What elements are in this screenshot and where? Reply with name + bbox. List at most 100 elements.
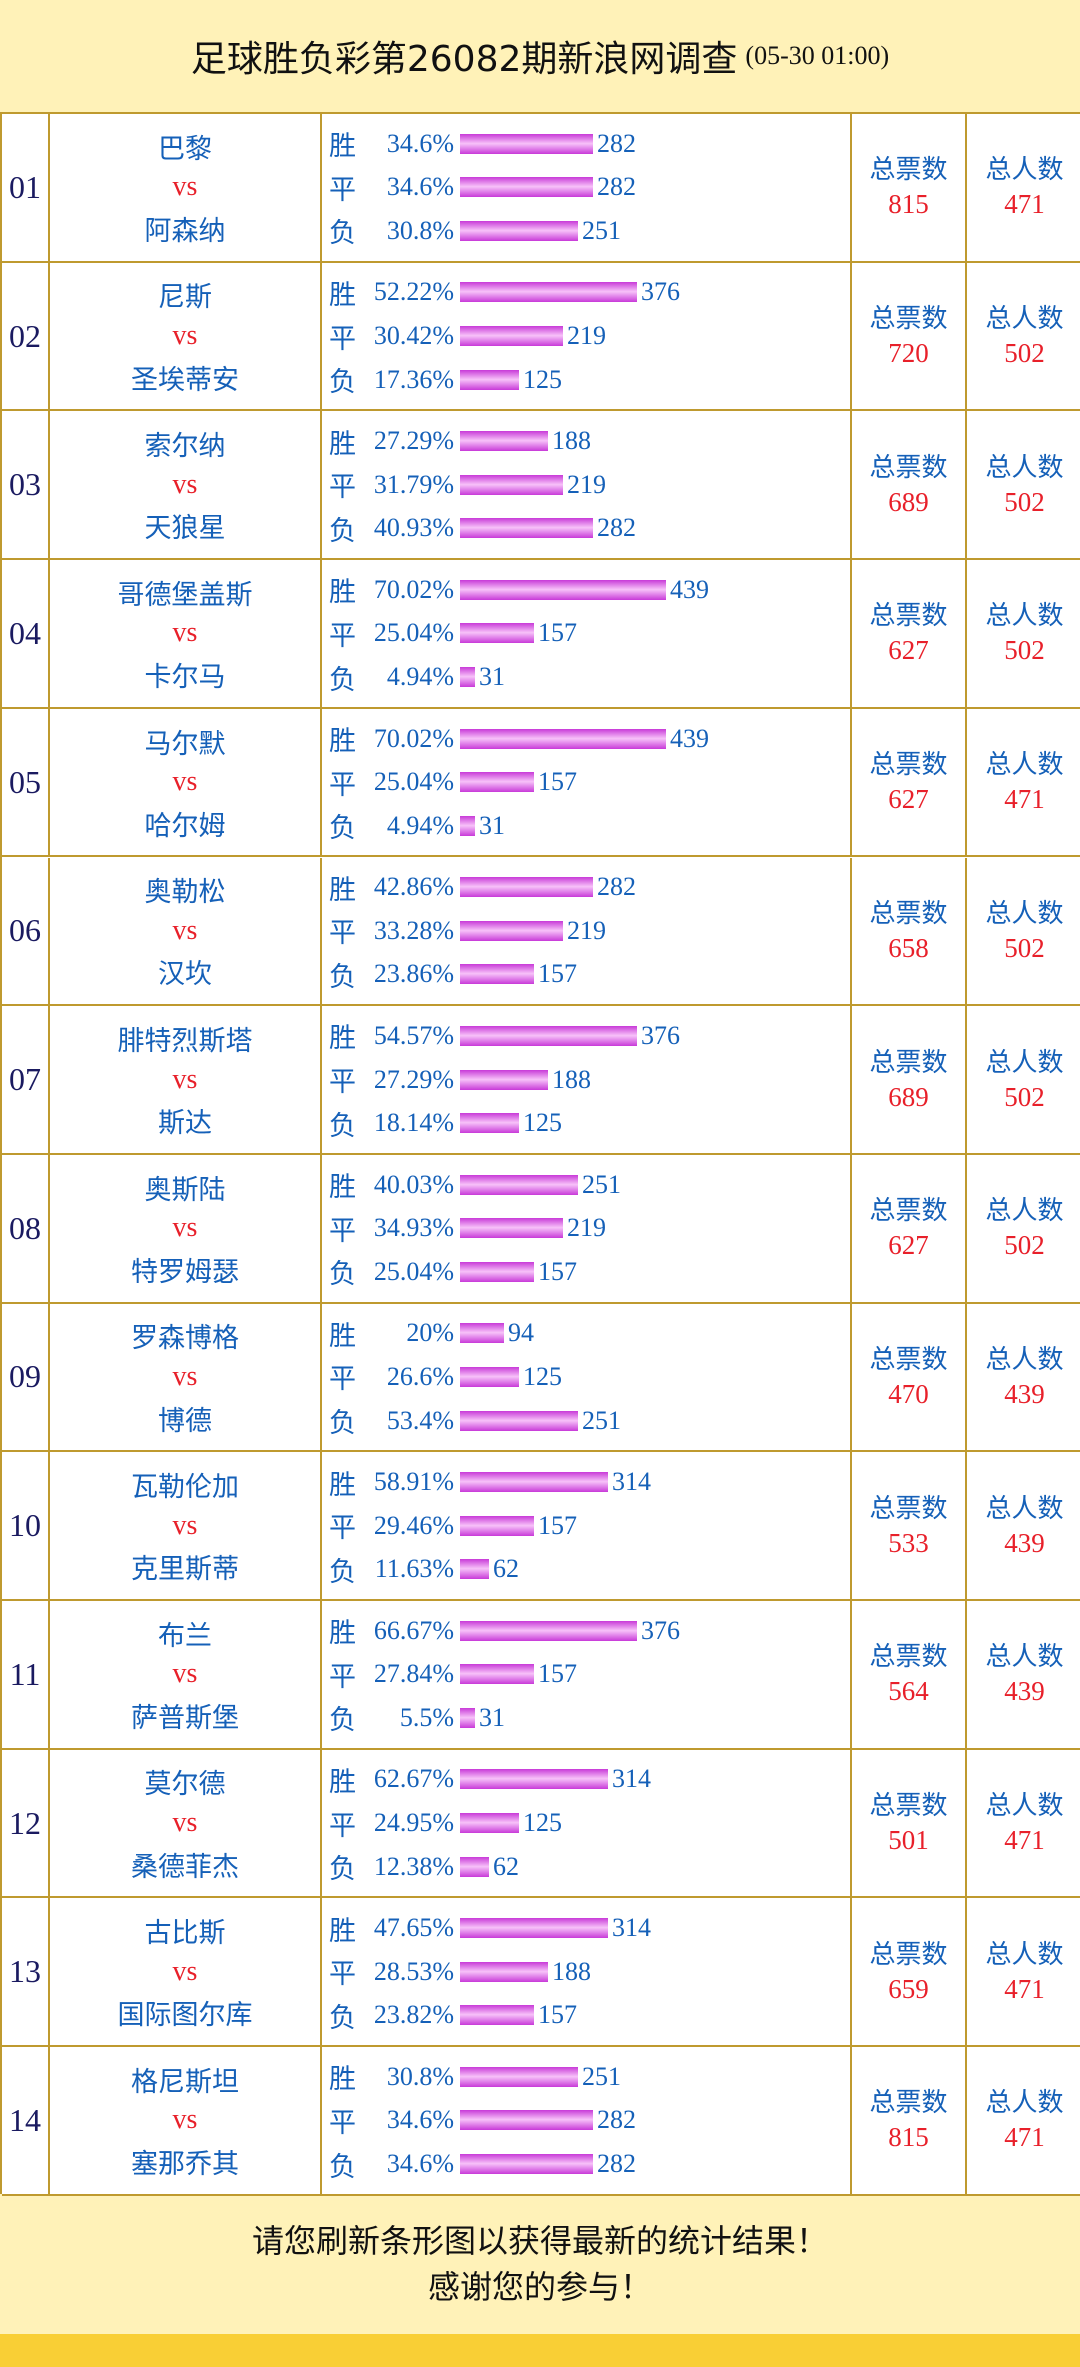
vote-bar <box>460 1813 519 1834</box>
bar-track <box>460 1261 534 1282</box>
total-people-label: 总人数 <box>985 1939 1064 1970</box>
match-row: 09 罗森博格 vs 博德 胜 20% 94 平 26.6% 125 负 53.4% 251 总票数 470… <box>2 1303 1080 1453</box>
match-row: 03 索尔纳 vs 天狼星 胜 27.29% 188 平 31.79% 219 负 40.93% 282… <box>2 411 1080 561</box>
total-votes: 总票数 658 <box>852 857 967 1005</box>
total-votes-value: 658 <box>888 932 929 963</box>
option-count: 376 <box>641 1615 680 1645</box>
option-draw: 平 25.04% 157 <box>322 762 850 802</box>
bar-track <box>460 815 475 836</box>
total-people-value: 502 <box>1004 635 1045 666</box>
away-team: 博德 <box>158 1405 212 1437</box>
option-count: 282 <box>597 872 636 902</box>
option-win: 胜 47.65% 314 <box>322 1908 850 1948</box>
option-label: 平 <box>329 1513 356 1545</box>
home-team: 巴黎 <box>158 133 212 165</box>
vote-bar <box>460 1664 534 1685</box>
option-label: 平 <box>329 1067 356 1099</box>
total-votes-label: 总票数 <box>869 452 948 483</box>
vote-bar <box>460 1366 519 1387</box>
option-win: 胜 54.57% 376 <box>322 1016 850 1056</box>
option-label: 胜 <box>329 577 356 609</box>
total-votes: 总票数 564 <box>852 1601 967 1748</box>
option-label: 平 <box>329 620 356 652</box>
total-votes: 总票数 659 <box>852 1898 967 2046</box>
option-label: 平 <box>329 2107 356 2139</box>
option-label: 平 <box>329 1959 356 1991</box>
bar-track <box>460 518 593 539</box>
option-count: 125 <box>523 364 562 394</box>
vote-bar <box>460 815 475 836</box>
option-lose: 负 11.63% 62 <box>322 1549 850 1589</box>
option-label: 负 <box>329 1259 356 1291</box>
total-votes-label: 总票数 <box>869 304 948 335</box>
vote-options: 胜 34.6% 282 平 34.6% 282 负 30.8% 251 <box>322 114 852 261</box>
vote-bar <box>460 1410 578 1431</box>
option-label: 平 <box>329 1810 356 1842</box>
match-teams: 腓特烈斯塔 vs 斯达 <box>50 1006 322 1153</box>
total-people: 总人数 471 <box>967 114 1080 261</box>
bar-track <box>460 1559 489 1580</box>
option-percent: 34.6% <box>386 2105 454 2135</box>
vote-options: 胜 30.8% 251 平 34.6% 282 负 34.6% 282 <box>322 2047 852 2194</box>
vote-options: 胜 47.65% 314 平 28.53% 188 负 23.82% 157 <box>322 1898 852 2046</box>
match-teams: 布兰 vs 萨普斯堡 <box>50 1601 322 1748</box>
option-count: 251 <box>582 215 621 245</box>
vote-bar <box>460 282 637 303</box>
total-people-label: 总人数 <box>985 601 1064 632</box>
option-count: 439 <box>670 723 709 753</box>
total-votes-label: 总票数 <box>869 1939 948 1970</box>
option-percent: 18.14% <box>373 1108 454 1138</box>
match-number: 12 <box>2 1749 50 1897</box>
option-label: 负 <box>329 664 356 696</box>
option-win: 胜 20% 94 <box>322 1313 850 1353</box>
option-lose: 负 4.94% 31 <box>322 657 850 697</box>
bar-track <box>460 133 593 154</box>
vote-bar <box>460 2005 534 2026</box>
total-people: 总人数 471 <box>967 2047 1080 2194</box>
total-votes: 总票数 627 <box>852 708 967 856</box>
vote-options: 胜 20% 94 平 26.6% 125 负 53.4% 251 <box>322 1303 852 1451</box>
vs-label: vs <box>172 766 198 798</box>
match-teams: 索尔纳 vs 天狼星 <box>50 411 322 559</box>
option-draw: 平 28.53% 188 <box>322 1952 850 1992</box>
vote-bar <box>460 1069 548 1090</box>
total-votes: 总票数 470 <box>852 1303 967 1451</box>
total-people-label: 总人数 <box>985 750 1064 781</box>
vs-label: vs <box>172 1658 198 1690</box>
option-percent: 27.29% <box>373 1064 454 1094</box>
total-people-label: 总人数 <box>985 1493 1064 1524</box>
option-label: 胜 <box>329 279 356 311</box>
total-votes-value: 470 <box>888 1378 929 1409</box>
vote-bar <box>460 2110 593 2131</box>
away-team: 特罗姆瑟 <box>131 1256 239 1288</box>
bar-track <box>460 772 534 793</box>
total-votes: 总票数 689 <box>852 1006 967 1153</box>
vote-bar <box>460 1918 608 1939</box>
match-number: 14 <box>2 2047 50 2194</box>
vote-options: 胜 40.03% 251 平 34.93% 219 负 25.04% 157 <box>322 1154 852 1302</box>
total-people: 总人数 502 <box>967 1155 1080 1302</box>
option-win: 胜 70.02% 439 <box>322 719 850 759</box>
option-lose: 负 23.86% 157 <box>322 954 850 994</box>
vote-bar <box>460 1218 563 1239</box>
option-lose: 负 53.4% 251 <box>322 1401 850 1441</box>
match-number: 07 <box>2 1006 50 1153</box>
option-percent: 33.28% <box>373 915 454 945</box>
vs-label: vs <box>172 171 198 203</box>
option-percent: 25.04% <box>373 1256 454 1286</box>
bar-track <box>460 1620 637 1641</box>
option-label: 负 <box>329 1110 356 1142</box>
vote-bar <box>460 1769 608 1790</box>
option-count: 62 <box>493 1851 519 1881</box>
option-label: 胜 <box>329 1172 356 1204</box>
option-draw: 平 31.79% 219 <box>322 465 850 505</box>
option-percent: 5.5% <box>399 1702 454 1732</box>
match-teams: 格尼斯坦 vs 塞那乔其 <box>50 2047 322 2194</box>
bar-track <box>460 1323 504 1344</box>
total-votes-value: 689 <box>888 486 929 517</box>
total-votes-label: 总票数 <box>869 1196 948 1227</box>
bar-track <box>460 623 534 644</box>
option-label: 平 <box>329 769 356 801</box>
option-win: 胜 62.67% 314 <box>322 1759 850 1799</box>
total-people: 总人数 439 <box>967 1304 1080 1451</box>
